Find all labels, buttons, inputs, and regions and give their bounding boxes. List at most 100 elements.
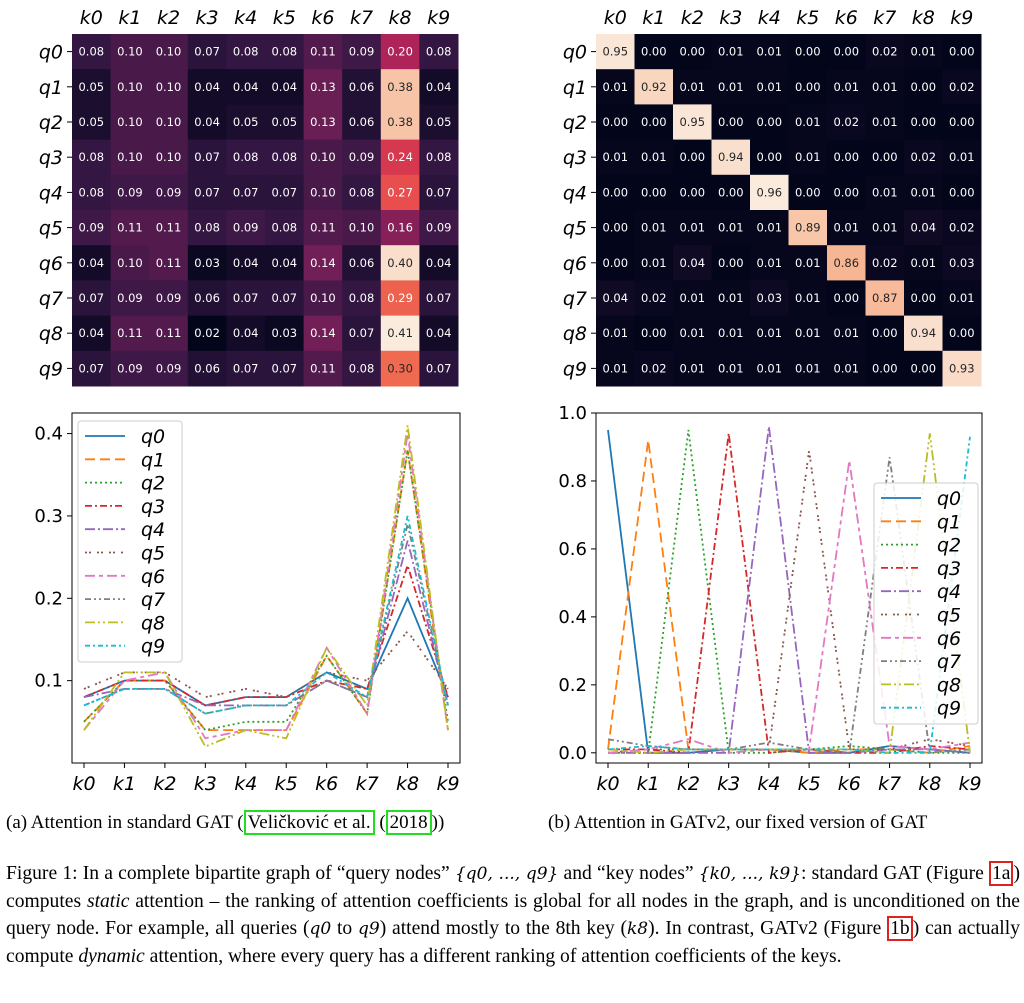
heatmap-cell: [634, 210, 674, 246]
caption-text: to: [331, 918, 359, 939]
cell-value-label: 0.01: [795, 361, 821, 375]
heatmap-cell: [673, 104, 712, 141]
y-tick-label: 0.8: [558, 471, 587, 492]
heatmap-cell: [634, 69, 674, 105]
cell-value-label: 0.38: [387, 115, 413, 129]
heatmap-cell: [788, 139, 828, 176]
cell-value-label: 0.09: [233, 221, 259, 235]
series-line-q7: [83, 523, 449, 715]
heatmap-cell: [750, 245, 789, 281]
emphasis-static: static: [86, 891, 130, 912]
heatmap-cell: [865, 350, 905, 387]
heatmap-cell: [788, 245, 828, 281]
heatmap-cell: [596, 280, 635, 317]
citation-year-link[interactable]: 2018: [385, 810, 432, 835]
cell-value-label: 0.30: [387, 361, 413, 375]
cell-value-label: 0.00: [641, 185, 667, 199]
x-tick-label: k5: [275, 773, 298, 795]
subcaption-a-suffix: )): [431, 812, 445, 833]
x-tick-label: k2: [677, 773, 700, 795]
cell-value-label: 0.01: [756, 80, 782, 94]
cell-value-label: 0.00: [679, 45, 705, 59]
heatmap-cell: [72, 280, 112, 317]
heatmap-cell: [750, 280, 789, 317]
cell-value-label: 0.11: [310, 361, 336, 375]
y-tick-label: q8: [39, 323, 63, 345]
heatmap-cell: [904, 174, 943, 211]
heatmap-cell: [110, 69, 150, 105]
heatmap-cell: [788, 315, 828, 352]
series-line-q6: [607, 460, 971, 754]
heatmap-cell: [72, 315, 112, 352]
cell-value-label: 0.00: [756, 150, 782, 164]
heatmap-cell: [865, 280, 905, 317]
x-tick-label: k0: [80, 7, 103, 29]
cell-value-label: 0.00: [949, 326, 975, 340]
x-tick-label: k5: [796, 7, 819, 29]
subcaption-a-sep: (: [374, 812, 386, 833]
heatmap-cell: [942, 245, 982, 281]
subcaption-b: (b) Attention in GATv2, our fixed versio…: [548, 812, 928, 833]
citation-author-link[interactable]: Veličković et al.: [243, 810, 375, 835]
cell-value-label: 0.87: [872, 291, 898, 305]
heatmap-cell: [865, 104, 905, 141]
heatmap-cell: [634, 280, 674, 317]
heatmap-cell: [342, 104, 382, 141]
math-q0: q0: [309, 919, 332, 939]
cell-value-label: 0.09: [117, 361, 143, 375]
heatmap-cell: [149, 210, 189, 246]
heatmap-cell: [380, 174, 420, 211]
heatmap-cell: [72, 69, 112, 105]
cell-value-label: 0.01: [756, 256, 782, 270]
heatmap-cell: [149, 174, 189, 211]
cell-value-label: 0.00: [949, 45, 975, 59]
cell-value-label: 0.07: [271, 291, 297, 305]
cell-value-label: 0.04: [194, 115, 220, 129]
x-tick-label: k7: [356, 773, 379, 795]
figure-ref-1a-link[interactable]: 1a: [988, 861, 1014, 886]
y-tick-label: q3: [39, 147, 63, 169]
heatmap-cell: [827, 69, 866, 105]
heatmap-cell: [110, 315, 150, 352]
heatmap-cell: [711, 210, 751, 246]
caption-text: ) attend mostly to the 8th key (: [379, 918, 627, 939]
cell-value-label: 0.86: [833, 256, 859, 270]
heatmap-cell: [110, 104, 150, 141]
cell-value-label: 0.16: [387, 221, 413, 235]
cell-value-label: 0.10: [117, 256, 143, 270]
cell-value-label: 0.13: [310, 115, 336, 129]
heatmap-cell: [110, 350, 150, 387]
series-line-q5: [83, 629, 449, 699]
cell-value-label: 0.01: [679, 361, 705, 375]
x-tick-label: k7: [873, 7, 896, 29]
y-tick-label: 0.0: [558, 743, 587, 764]
heatmap-cell: [303, 139, 343, 176]
y-tick-label: 0.2: [558, 675, 587, 696]
heatmap-cell: [711, 315, 751, 352]
y-tick-label: q7: [39, 288, 63, 310]
x-tick-label: k4: [758, 7, 781, 29]
y-tick-label: q5: [563, 218, 587, 240]
cell-value-label: 0.01: [910, 185, 936, 199]
x-tick-label: k2: [153, 773, 176, 795]
heatmap-cell: [265, 350, 305, 387]
cell-value-label: 0.00: [795, 185, 821, 199]
heatmap-cell: [711, 350, 751, 387]
key-set-math: {k0, ..., k9}: [698, 864, 802, 884]
caption-text: ). In contrast, GATv2 (Figure: [648, 918, 888, 939]
cell-value-label: 0.01: [641, 256, 667, 270]
cell-value-label: 0.00: [679, 150, 705, 164]
caption-text: attention – the ranking of attention coe…: [6, 891, 1020, 939]
heatmap-cell: [265, 245, 305, 281]
figure-ref-1b-link[interactable]: 1b: [887, 916, 913, 941]
cell-value-label: 0.11: [156, 221, 182, 235]
y-tick-label: 0.2: [34, 588, 63, 609]
heatmap-cell: [342, 69, 382, 105]
heatmap-cell: [342, 350, 382, 387]
y-tick-label: q3: [563, 147, 587, 169]
heatmap-cell: [711, 34, 751, 70]
heatmap-cell: [72, 210, 112, 246]
cell-value-label: 0.09: [117, 185, 143, 199]
heatmap-cell: [149, 280, 189, 317]
